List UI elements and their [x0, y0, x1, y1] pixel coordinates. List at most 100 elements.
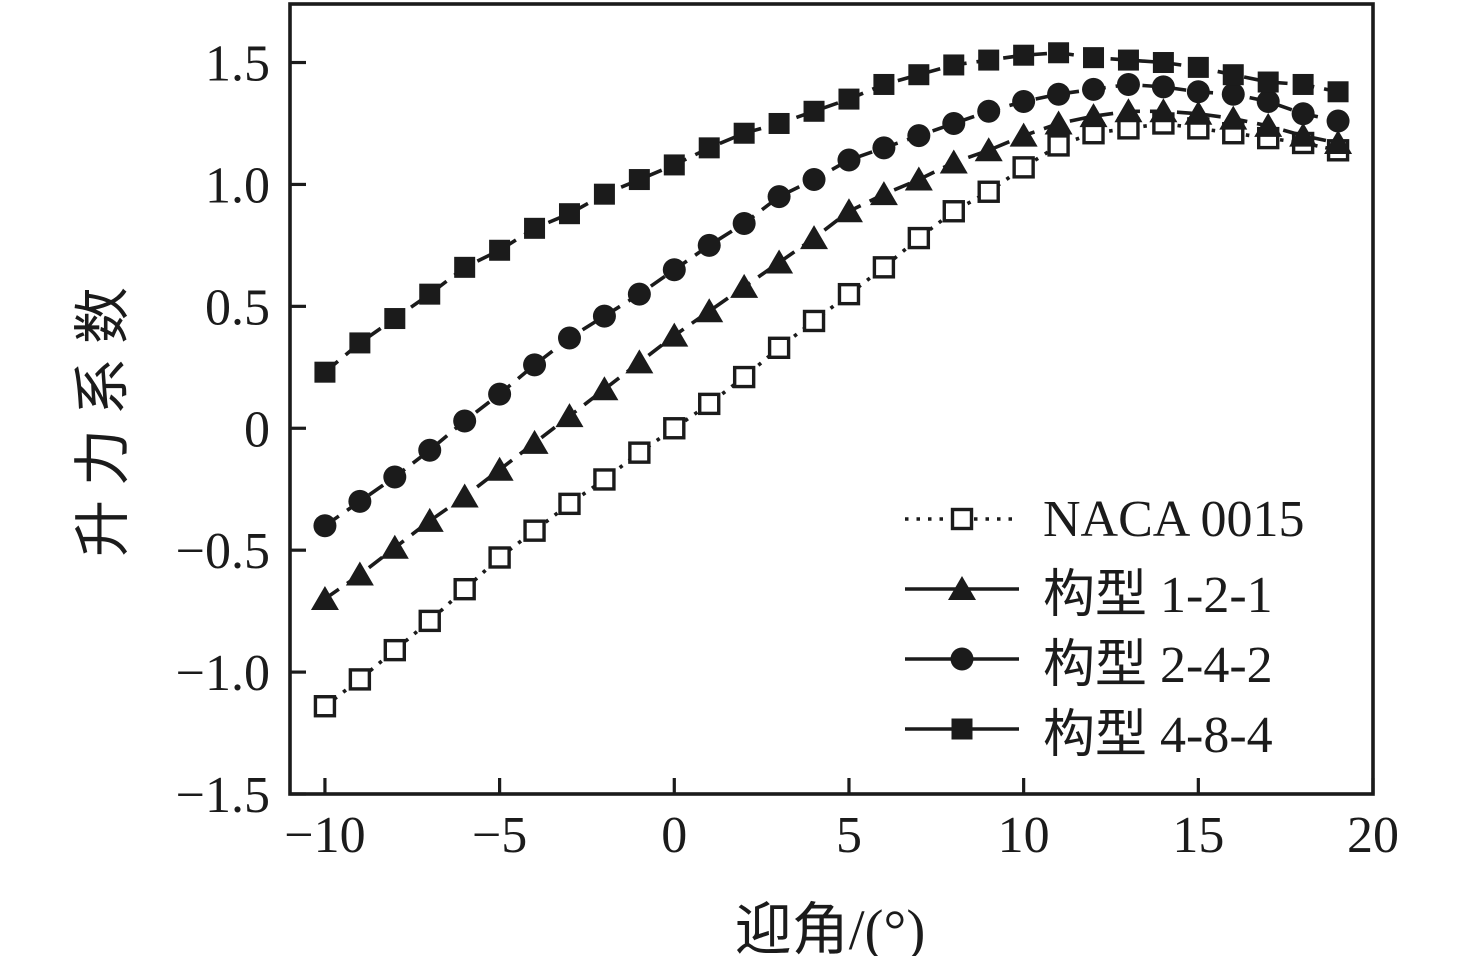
- open-square-marker: [453, 577, 476, 601]
- filled-triangle-marker: [310, 585, 339, 610]
- filled-circle-marker: [383, 465, 407, 489]
- open-square-marker: [698, 392, 721, 416]
- filled-triangle-marker: [974, 137, 1003, 162]
- filled-triangle-marker: [345, 561, 374, 586]
- filled-circle-marker: [1012, 90, 1036, 114]
- open-square-marker: [523, 519, 546, 542]
- open-square-marker: [907, 226, 931, 250]
- filled-square-marker: [454, 256, 476, 278]
- x-tick-label: 20: [1347, 807, 1399, 864]
- plot-frame: [288, 2, 1375, 796]
- legend-sample-filled-triangle-icon: [905, 576, 1019, 600]
- filled-circle-marker: [1186, 80, 1210, 104]
- filled-triangle-marker: [1289, 122, 1318, 147]
- filled-square-marker: [1013, 44, 1035, 66]
- filled-circle-marker: [837, 148, 861, 172]
- filled-circle-marker: [802, 168, 826, 192]
- open-square-marker: [418, 609, 441, 633]
- filled-triangle-marker: [869, 181, 898, 206]
- filled-triangle-marker: [1184, 100, 1213, 125]
- filled-triangle-marker: [948, 576, 976, 600]
- y-tick-label: 0.5: [205, 279, 270, 336]
- y-axis-label: 升力系数: [72, 273, 135, 557]
- open-square-marker: [837, 282, 861, 306]
- filled-circle-marker: [872, 136, 896, 160]
- y-tick-label: −1.5: [176, 767, 270, 824]
- filled-circle-marker: [1082, 77, 1106, 101]
- x-tick-label: 0: [661, 807, 687, 864]
- open-square-marker: [767, 336, 791, 359]
- filled-square-marker: [908, 64, 930, 86]
- filled-triangle-marker: [590, 376, 619, 401]
- filled-square-marker: [943, 54, 965, 76]
- filled-square-marker: [384, 308, 406, 330]
- open-square-marker: [348, 668, 372, 691]
- filled-triangle-marker: [800, 225, 829, 250]
- series-line: [323, 82, 1339, 528]
- filled-triangle-marker: [450, 483, 479, 508]
- legend-label: 构型 1-2-1: [1043, 566, 1273, 624]
- filled-square-marker: [314, 361, 336, 383]
- filled-square-marker: [803, 100, 825, 122]
- filled-circle-marker: [1221, 82, 1245, 106]
- filled-square-marker: [1048, 42, 1070, 64]
- filled-circle-marker: [418, 438, 442, 462]
- filled-square-marker: [951, 718, 973, 740]
- legend-item-config-4-8-4: 构型 4-8-4: [903, 694, 1304, 764]
- filled-triangle-marker: [939, 149, 968, 174]
- filled-triangle-marker: [380, 534, 409, 559]
- filled-circle-marker: [453, 409, 477, 433]
- filled-square-marker: [663, 154, 685, 176]
- filled-triangle-marker: [555, 403, 584, 428]
- open-square-marker: [872, 256, 896, 279]
- open-square-marker: [802, 309, 826, 333]
- series--4-8-4: [314, 42, 1349, 383]
- filled-circle-marker: [907, 124, 931, 148]
- filled-circle-marker: [767, 185, 791, 209]
- filled-circle-marker: [627, 282, 651, 306]
- filled-triangle-marker: [1149, 98, 1178, 123]
- filled-square-marker: [1187, 56, 1209, 78]
- filled-square-marker: [558, 203, 580, 225]
- y-tick-label: −0.5: [176, 523, 270, 580]
- filled-square-marker: [1257, 71, 1279, 93]
- legend-sample-open-square-icon: [905, 507, 1019, 531]
- x-axis-label: 迎角/(°): [734, 899, 926, 956]
- open-square-marker: [488, 546, 511, 569]
- x-tick-label: 15: [1172, 807, 1224, 864]
- open-square-marker: [313, 695, 337, 718]
- filled-triangle-marker: [520, 429, 549, 454]
- filled-square-marker: [489, 239, 511, 261]
- filled-square-marker: [1117, 49, 1139, 71]
- filled-circle-marker: [942, 111, 966, 135]
- x-tick-label: −5: [472, 807, 527, 864]
- filled-triangle-marker: [415, 507, 444, 532]
- legend: NACA 0015 构型 1-2-1 构型 2-4-2 构型 4-8-4: [903, 484, 1304, 764]
- filled-triangle-marker: [765, 249, 794, 274]
- open-square-marker: [942, 200, 965, 223]
- filled-triangle-marker: [1219, 105, 1248, 130]
- filled-circle-marker: [1047, 82, 1071, 106]
- filled-triangle-marker: [1044, 110, 1073, 135]
- filled-circle-marker: [488, 382, 512, 406]
- filled-square-marker: [628, 169, 650, 191]
- filled-triangle-marker: [730, 273, 759, 298]
- legend-item-config-2-4-2: 构型 2-4-2: [903, 624, 1304, 694]
- open-square-marker: [732, 365, 756, 389]
- x-axis: −10 −5 0 5 10 15 20: [284, 778, 1399, 864]
- y-tick-label: 0: [244, 401, 270, 458]
- filled-triangle-marker: [1009, 122, 1038, 147]
- filled-triangle-marker: [695, 298, 724, 323]
- filled-square-marker: [733, 122, 755, 144]
- filled-circle-marker: [1256, 90, 1280, 114]
- filled-square-marker: [1292, 73, 1314, 95]
- legend-label: NACA 0015: [1043, 490, 1305, 548]
- open-square-marker: [383, 638, 407, 662]
- filled-square-marker: [349, 332, 371, 354]
- filled-circle-marker: [557, 326, 581, 350]
- filled-circle-marker: [313, 514, 337, 538]
- legend-sample-filled-circle-icon: [905, 647, 1019, 671]
- open-square-marker: [1012, 156, 1035, 179]
- filled-circle-marker: [950, 647, 974, 671]
